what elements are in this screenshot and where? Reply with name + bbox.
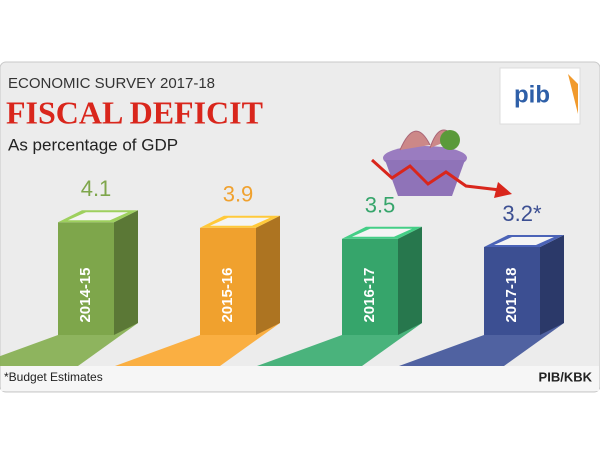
subtitle: As percentage of GDP (8, 135, 178, 154)
chart-title: FISCAL DEFICIT (6, 94, 263, 130)
bar-top-inner (68, 212, 128, 221)
logo-text: pib (514, 81, 550, 108)
bar-side (540, 235, 564, 335)
supertitle: ECONOMIC SURVEY 2017-18 (8, 75, 215, 92)
source: PIB/KBK (539, 369, 593, 384)
bar-side (256, 215, 280, 335)
bar-top-inner (352, 228, 412, 237)
bar-side (114, 210, 138, 335)
produce-green (440, 130, 460, 150)
bar (58, 210, 138, 335)
footer-strip (1, 366, 599, 391)
bar (342, 226, 422, 335)
bar-top-inner (494, 237, 554, 245)
bar-side (398, 226, 422, 335)
value-label: 3.5 (365, 193, 396, 218)
bar-front (342, 238, 398, 335)
logo-flag (568, 74, 578, 114)
value-label: 4.1 (81, 176, 112, 201)
logo: pib (499, 67, 581, 125)
bar (484, 235, 564, 335)
category-label: 2014-15 (77, 267, 94, 322)
decline-arrow (370, 158, 501, 192)
arrow-head (494, 182, 512, 198)
bar-front (484, 247, 540, 335)
value-label: 3.2* (502, 201, 542, 226)
logo-box (499, 67, 581, 125)
bar (200, 215, 280, 335)
category-label: 2015-16 (219, 267, 236, 322)
value-label: 3.9 (223, 182, 254, 207)
bar-top-inner (210, 217, 270, 226)
category-label: 2016-17 (361, 267, 378, 322)
basket-illustration (370, 129, 512, 198)
bar-front (200, 227, 256, 335)
footnote: *Budget Estimates (4, 370, 103, 384)
bar-front (58, 222, 114, 335)
category-label: 2017-18 (503, 267, 520, 322)
